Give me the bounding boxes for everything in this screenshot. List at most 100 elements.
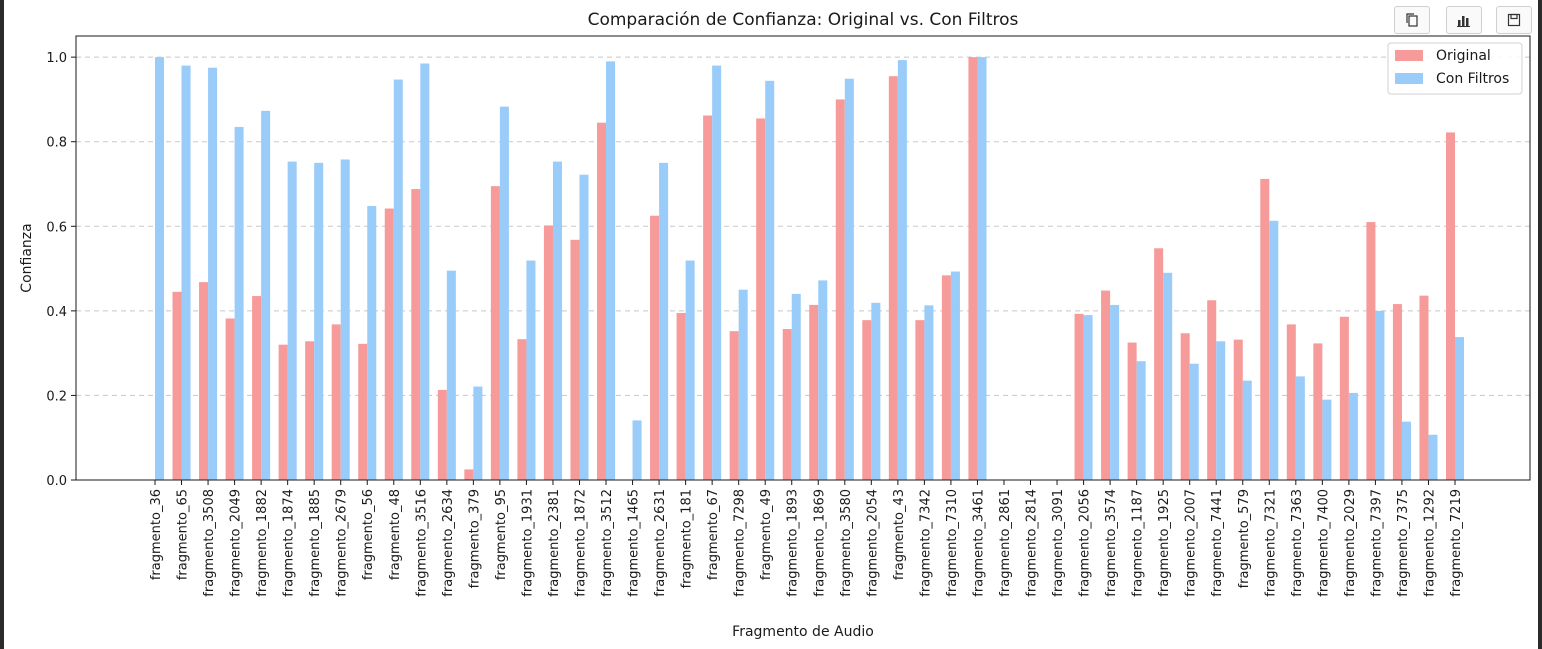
bar-con-filtros: [1375, 310, 1385, 480]
bar-original: [835, 99, 845, 480]
copy-icon: [1404, 12, 1420, 28]
bar-original: [1339, 316, 1349, 480]
bar-original: [862, 320, 872, 480]
bar-con-filtros: [871, 302, 881, 480]
bar-original: [172, 291, 182, 480]
x-tick-label: fragmento_379: [467, 489, 482, 588]
bar-con-filtros: [181, 65, 191, 480]
bar-original: [1127, 342, 1137, 480]
bar-original: [1207, 300, 1217, 480]
bar-con-filtros: [208, 67, 218, 480]
bar-original: [1074, 313, 1084, 480]
save-button[interactable]: [1496, 6, 1532, 34]
bar-con-filtros: [844, 78, 854, 481]
x-tick-label: fragmento_1931: [520, 489, 535, 597]
x-tick-label: fragmento_7397: [1369, 489, 1384, 597]
plot-area-border: [75, 35, 1531, 481]
bar-original: [888, 76, 898, 481]
bar-original: [729, 331, 739, 480]
legend-label-con-filtros: Con Filtros: [1436, 71, 1509, 87]
bar-con-filtros: [606, 61, 616, 480]
y-tick-label: 0.0: [46, 474, 67, 489]
bar-con-filtros: [1322, 399, 1332, 480]
bar-con-filtros: [446, 270, 456, 480]
x-tick-label: fragmento_7310: [945, 489, 960, 597]
bar-con-filtros: [1401, 421, 1411, 480]
y-axis-label: Confianza: [19, 223, 35, 292]
x-axis-label: Fragmento de Audio: [732, 624, 874, 640]
x-tick-label: fragmento_56: [361, 489, 376, 580]
y-tick-label: 0.8: [46, 136, 67, 151]
bar-original: [941, 275, 951, 480]
bar-original: [543, 225, 553, 480]
bar-con-filtros: [738, 289, 748, 480]
x-tick-label: fragmento_3091: [1051, 489, 1066, 597]
x-tick-label: fragmento_3516: [414, 489, 429, 597]
bar-con-filtros: [950, 271, 960, 480]
x-tick-label: fragmento_2049: [229, 489, 244, 597]
x-tick-label: fragmento_3461: [971, 489, 986, 597]
save-icon: [1506, 12, 1522, 28]
x-tick-label: fragmento_7441: [1210, 489, 1225, 597]
x-tick-label: fragmento_2679: [335, 489, 350, 597]
legend-swatch-original: [1395, 50, 1423, 61]
bar-original: [915, 320, 925, 480]
bar-con-filtros: [897, 60, 907, 481]
bar-chart: Comparación de Confianza: Original vs. C…: [19, 10, 1531, 640]
bar-con-filtros: [977, 57, 987, 481]
x-tick-label: fragmento_3508: [202, 489, 217, 597]
x-tick-label: fragmento_3580: [839, 489, 854, 597]
bar-con-filtros: [1242, 380, 1252, 480]
x-tick-label: fragmento_181: [680, 489, 695, 588]
x-tick-label: fragmento_1187: [1131, 489, 1146, 597]
x-tick-label: fragmento_1292: [1422, 489, 1437, 597]
bar-con-filtros: [1110, 304, 1120, 480]
x-tick-label: fragmento_7321: [1263, 489, 1278, 597]
y-ticks: 0.0 0.2 0.4 0.6 0.8 1.0: [46, 51, 76, 489]
x-tick-label: fragmento_7342: [918, 489, 933, 597]
bar-con-filtros: [314, 162, 324, 480]
x-tick-label: fragmento_2631: [653, 489, 668, 597]
bar-original: [703, 115, 713, 481]
copy-button[interactable]: [1394, 6, 1430, 34]
bar-original: [676, 312, 686, 480]
bar-con-filtros: [367, 205, 377, 480]
bar-con-filtros: [155, 57, 165, 481]
x-tick-label: fragmento_43: [892, 489, 907, 580]
bar-original: [570, 239, 580, 480]
bar-original: [1233, 339, 1243, 480]
bar-con-filtros: [1083, 315, 1093, 480]
bar-con-filtros: [659, 162, 669, 480]
bar-con-filtros: [791, 293, 801, 480]
bar-original: [1313, 343, 1323, 480]
x-tick-label: fragmento_7298: [733, 489, 748, 597]
bar-original: [1445, 132, 1455, 480]
x-tick-label: fragmento_7375: [1396, 489, 1411, 597]
bar-original: [252, 296, 262, 480]
bar-con-filtros: [261, 110, 271, 481]
bar-original: [597, 122, 607, 480]
bar-con-filtros: [765, 80, 775, 480]
x-tick-label: fragmento_1874: [282, 489, 297, 597]
bar-con-filtros: [393, 79, 403, 480]
x-tick-label: fragmento_7219: [1449, 489, 1464, 597]
x-tick-label: fragmento_1893: [786, 489, 801, 597]
bar-con-filtros: [420, 63, 430, 480]
x-tick-label: fragmento_2814: [1025, 489, 1040, 597]
y-tick-label: 0.4: [46, 305, 67, 320]
bar-con-filtros: [1428, 434, 1438, 480]
x-tick-label: fragmento_3574: [1104, 489, 1119, 597]
bar-con-filtros: [712, 65, 722, 480]
x-tick-label: fragmento_2381: [547, 489, 562, 597]
legend-swatch-con-filtros: [1395, 73, 1423, 84]
bar-con-filtros: [1189, 363, 1199, 480]
x-tick-label: fragmento_48: [388, 489, 403, 580]
x-tick-label: fragmento_3512: [600, 489, 615, 597]
x-tick-label: fragmento_36: [149, 489, 164, 580]
bar-original: [1154, 248, 1164, 480]
bar-con-filtros: [1163, 272, 1173, 480]
bar-original: [490, 186, 500, 480]
bar-original: [1286, 324, 1296, 480]
chart-button[interactable]: [1446, 6, 1482, 34]
